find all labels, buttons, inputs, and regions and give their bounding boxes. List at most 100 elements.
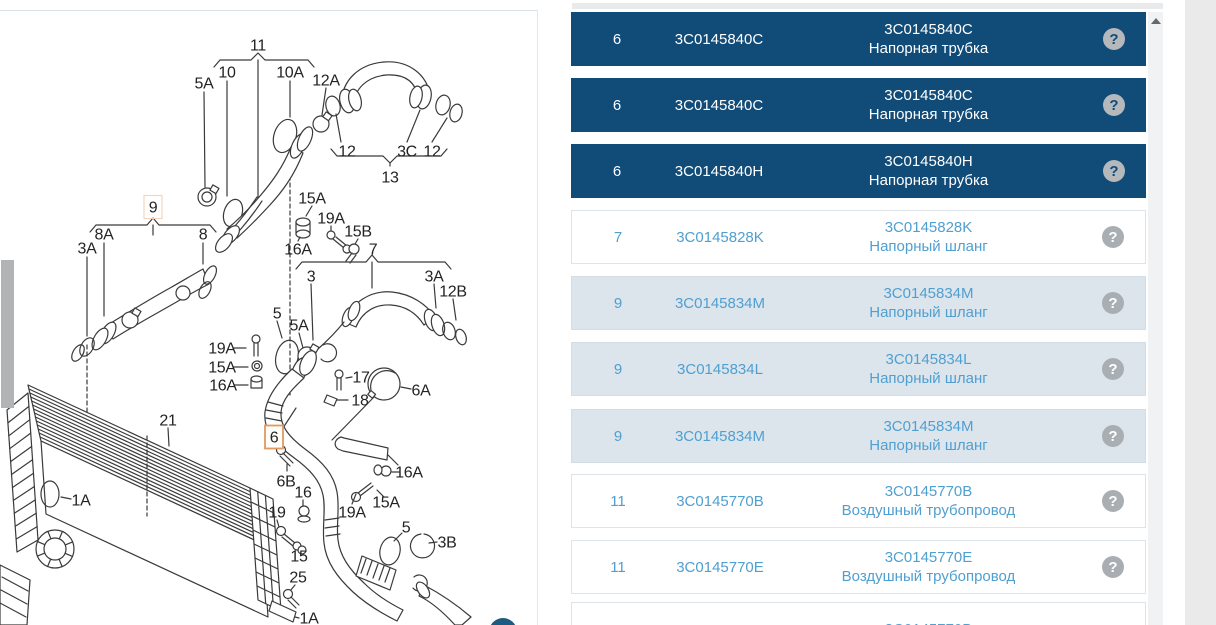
- diagram-panel-border: [0, 10, 538, 11]
- diagram-callout-1A[interactable]: 1A: [300, 611, 320, 625]
- diagram-callout-10A[interactable]: 10A: [276, 65, 304, 82]
- part-number: 3C0145770B: [676, 492, 764, 510]
- help-cell: ?: [1081, 292, 1145, 314]
- diagram-callout-12[interactable]: 12: [338, 144, 356, 161]
- diagram-callout-6A[interactable]: 6A: [412, 383, 432, 400]
- diagram-callout-16[interactable]: 16: [294, 485, 312, 502]
- help-icon[interactable]: ?: [1102, 292, 1124, 314]
- diagram-callout-15A[interactable]: 15A: [298, 191, 326, 208]
- diagram-callout-16A[interactable]: 16A: [209, 378, 237, 395]
- help-cell: ?: [1081, 226, 1145, 248]
- help-icon[interactable]: ?: [1102, 425, 1124, 447]
- part-description: 3C0145834L Напорный шланг: [869, 351, 988, 387]
- diagram-callout-13[interactable]: 13: [381, 170, 399, 187]
- diagram-callout-19A[interactable]: 19A: [338, 505, 366, 522]
- part-number: 3C0145834M: [674, 427, 766, 445]
- diagram-callout-5[interactable]: 5: [402, 520, 411, 537]
- part-position: 9: [613, 294, 623, 312]
- diagram-callout-16A[interactable]: 16A: [284, 242, 312, 259]
- diagram-callout-12A[interactable]: 12A: [312, 73, 340, 90]
- diagram-callout-19A[interactable]: 19A: [317, 211, 345, 228]
- diagram-nav-button[interactable]: [489, 618, 517, 625]
- diagram-callout-5A[interactable]: 5A: [290, 318, 310, 335]
- diagram-callout-18[interactable]: 18: [351, 393, 369, 410]
- part-description: 3C0145840C Напорная трубка: [868, 87, 989, 123]
- part-description: 3C0145828K Напорный шланг: [869, 219, 988, 255]
- part-row[interactable]: 6 3C0145840C 3C0145840C Напорная трубка?: [571, 78, 1146, 132]
- help-icon[interactable]: ?: [1102, 226, 1124, 248]
- part-description: 3C0145770B Воздушный трубопровод: [841, 483, 1016, 519]
- part-row[interactable]: 6 3C0145840C 3C0145840C Напорная трубка?: [571, 12, 1146, 66]
- diagram-callout-19[interactable]: 19: [268, 505, 286, 522]
- diagram-callout-25[interactable]: 25: [289, 570, 307, 587]
- diagram-callout-15A[interactable]: 15A: [372, 495, 400, 512]
- part-row[interactable]: 11 3C0145770B 3C0145770B Воздушный трубопро…: [571, 474, 1146, 528]
- help-icon[interactable]: ?: [1103, 160, 1125, 182]
- diagram-callout-8A[interactable]: 8A: [95, 227, 115, 244]
- diagram-callout-5A[interactable]: 5A: [195, 76, 215, 93]
- part-number: 3C0145834L: [677, 360, 763, 378]
- diagram-callout-16A[interactable]: 16A: [395, 465, 423, 482]
- help-icon[interactable]: ?: [1103, 94, 1125, 116]
- diagram-callout-8[interactable]: 8: [199, 227, 208, 244]
- diagram-callout-1A[interactable]: 1A: [72, 493, 92, 510]
- part-description: 3C0145770E Воздушный трубопровод: [841, 549, 1016, 585]
- part-description: 3C0145834M Напорный шланг: [869, 418, 988, 454]
- diagram-callout-19A[interactable]: 19A: [208, 341, 236, 358]
- part-position: 9: [613, 360, 623, 378]
- diagram-callout-3C[interactable]: 3C: [397, 144, 417, 161]
- part-description: 3C0145834M Напорный шланг: [869, 285, 988, 321]
- diagram-callout-12B[interactable]: 12B: [439, 284, 467, 301]
- part-number: 3C0145828K: [676, 228, 764, 246]
- part-row[interactable]: 9 3C0145834M 3C0145834M Напорный шланг?: [571, 409, 1146, 463]
- diagram-panel-border: [537, 10, 538, 625]
- diagram-callout-7[interactable]: 7: [369, 242, 378, 259]
- diagram-callout-15B[interactable]: 15B: [344, 224, 372, 241]
- diagram-callout-5[interactable]: 5: [273, 306, 282, 323]
- diagram-callout-3A[interactable]: 3A: [78, 241, 98, 258]
- diagram-callout-21[interactable]: 21: [159, 413, 177, 430]
- diagram-callout-3[interactable]: 3: [307, 269, 316, 286]
- diagram-callout-10[interactable]: 10: [218, 65, 236, 82]
- diagram-callout-15[interactable]: 15: [290, 549, 308, 566]
- help-cell: ?: [1081, 490, 1145, 512]
- part-row[interactable]: 3C0145770B: [571, 602, 1146, 625]
- scroll-up-icon[interactable]: [1151, 18, 1161, 24]
- callout-highlight-box: [143, 194, 163, 220]
- diagram-callout-3B[interactable]: 3B: [438, 535, 457, 552]
- help-icon[interactable]: ?: [1103, 28, 1125, 50]
- help-icon[interactable]: ?: [1102, 358, 1124, 380]
- part-row[interactable]: 6 3C0145840H 3C0145840H Напорная трубка?: [571, 144, 1146, 198]
- part-description: 3C0145770B: [776, 620, 1081, 625]
- part-number: 3C0145834M: [674, 294, 766, 312]
- part-position: 11: [610, 558, 626, 576]
- help-icon[interactable]: ?: [1102, 490, 1124, 512]
- callout-highlight-box: [264, 424, 284, 450]
- help-icon[interactable]: ?: [1102, 556, 1124, 578]
- page-gutter: [1185, 0, 1216, 625]
- diagram-callout-9[interactable]: 9: [149, 200, 158, 217]
- part-row[interactable]: 11 3C0145770E 3C0145770E Воздушный трубопро…: [571, 540, 1146, 594]
- diagram-callout-6[interactable]: 6: [270, 430, 279, 447]
- parts-list: 6 3C0145840C 3C0145840C Напорная трубка? 6 3C…: [571, 0, 1146, 625]
- diagram-callout-6B[interactable]: 6B: [277, 474, 296, 491]
- part-row[interactable]: 7 3C0145828K 3C0145828K Напорный шланг?: [571, 210, 1146, 264]
- scrollbar[interactable]: [1148, 12, 1163, 625]
- help-cell: ?: [1082, 94, 1146, 116]
- diagram-callout-3A[interactable]: 3A: [425, 269, 445, 286]
- part-row[interactable]: 9 3C0145834L 3C0145834L Напорный шланг?: [571, 342, 1146, 396]
- diagram-callout-15A[interactable]: 15A: [208, 360, 236, 377]
- part-description: 3C0145840C Напорная трубка: [868, 21, 989, 57]
- diagram-callout-11[interactable]: 11: [250, 38, 267, 55]
- part-number: 3C0145840C: [674, 30, 764, 48]
- diagram-callout-17[interactable]: 17: [352, 370, 370, 387]
- part-row[interactable]: 9 3C0145834M 3C0145834M Напорный шланг?: [571, 276, 1146, 330]
- part-position: 6: [612, 162, 622, 180]
- part-position: 9: [613, 427, 623, 445]
- diagram-callout-12[interactable]: 12: [423, 144, 441, 161]
- scrollbar-thumb[interactable]: [1, 260, 14, 408]
- part-number: 3C0145770E: [676, 558, 764, 576]
